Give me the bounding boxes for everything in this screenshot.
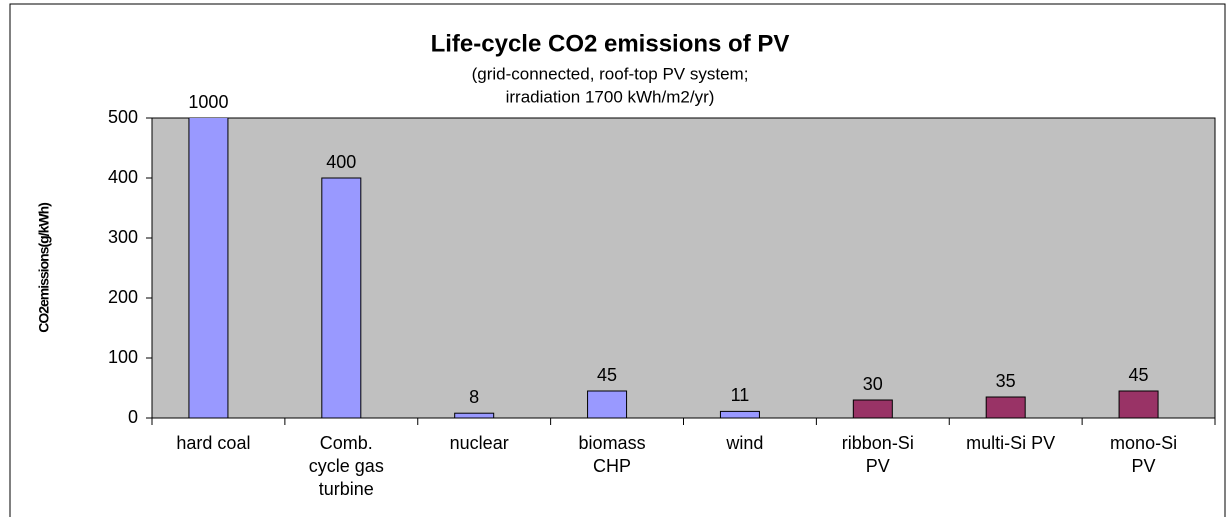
x-tick-label: biomass CHP (579, 433, 646, 476)
value-label: 30 (863, 374, 883, 394)
value-label: 8 (469, 387, 479, 407)
x-tick-label: ribbon-Si PV (842, 433, 914, 476)
chart-title: Life-cycle CO2 emissions of PV (431, 30, 790, 57)
x-tick-label: wind (725, 433, 763, 453)
chart-subtitle: (grid-connected, roof-top PV system; (472, 64, 749, 83)
value-label: 45 (597, 365, 617, 385)
bar (1118, 390, 1159, 418)
y-tick-label: 0 (128, 407, 138, 427)
chart-subtitle: irradiation 1700 kWh/m2/yr) (506, 87, 715, 106)
y-tick-label: 400 (108, 167, 138, 187)
x-tick-label: mono-Si PV (1110, 433, 1177, 476)
y-tick-label: 500 (108, 107, 138, 127)
plot-area (151, 117, 1216, 419)
y-tick-label: 200 (108, 287, 138, 307)
y-tick-label: 100 (108, 347, 138, 367)
value-label: 1000 (188, 92, 228, 112)
value-label: 11 (731, 385, 750, 405)
x-tick-label: nuclear (450, 433, 509, 453)
value-label: 45 (1129, 365, 1149, 385)
bars (188, 118, 1159, 418)
x-tick-label: Comb. cycle gas turbine (309, 433, 384, 499)
bar (188, 118, 229, 418)
y-tick-label: 300 (108, 227, 138, 247)
x-tick-label: multi-Si PV (966, 433, 1055, 453)
value-label: 35 (996, 371, 1016, 391)
bar (985, 396, 1026, 418)
bar (321, 177, 362, 418)
bar (719, 410, 760, 418)
x-tick-label: hard coal (176, 433, 250, 453)
y-axis-title: CO2emissions(g/kWh) (36, 203, 52, 333)
bar (852, 399, 893, 418)
bar (587, 390, 628, 418)
bar (454, 412, 495, 418)
value-label: 400 (326, 152, 356, 172)
